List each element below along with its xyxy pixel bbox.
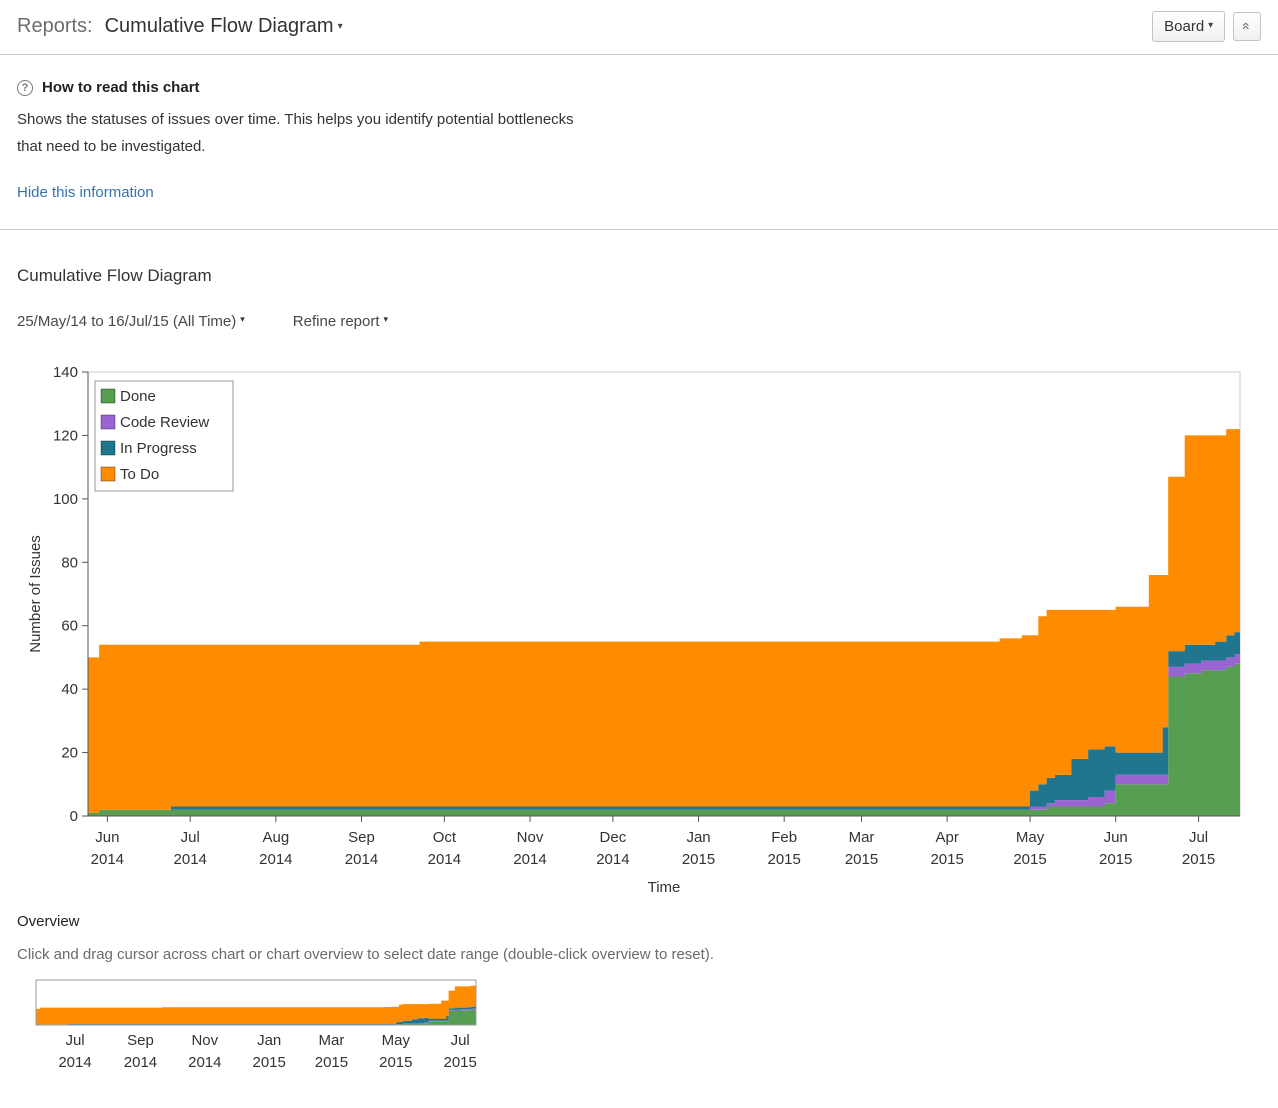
overview-chart-area: Jul 2014 Sep 2014 Nov 2014 Jan 2015 Mar 2015 May 20… (35, 979, 1278, 1075)
svg-text:2015: 2015 (767, 851, 800, 868)
svg-text:2015: 2015 (1182, 851, 1215, 868)
section-divider (0, 229, 1278, 230)
svg-text:To Do: To Do (120, 466, 159, 483)
svg-text:Nov: Nov (517, 829, 544, 846)
svg-text:Mar: Mar (319, 1032, 345, 1049)
svg-text:May: May (1016, 829, 1045, 846)
svg-text:2015: 2015 (845, 851, 878, 868)
svg-text:60: 60 (61, 618, 78, 635)
svg-text:2015: 2015 (1013, 851, 1046, 868)
svg-text:120: 120 (53, 427, 78, 444)
svg-text:Aug: Aug (263, 829, 290, 846)
svg-text:2014: 2014 (428, 851, 461, 868)
chevron-down-icon: ▾ (240, 314, 245, 324)
svg-text:2014: 2014 (124, 1054, 157, 1071)
svg-text:Mar: Mar (849, 829, 875, 846)
svg-text:2015: 2015 (930, 851, 963, 868)
chevron-down-icon: ▾ (383, 314, 389, 324)
svg-text:2015: 2015 (253, 1054, 286, 1071)
report-section-title: Cumulative Flow Diagram (17, 266, 212, 285)
report-selector[interactable]: Cumulative Flow Diagram ▾ (105, 15, 343, 38)
svg-text:2015: 2015 (1099, 851, 1132, 868)
header-bar: Reports: Cumulative Flow Diagram ▾ Board ▾… (0, 0, 1278, 55)
svg-text:Jul: Jul (65, 1032, 84, 1049)
svg-text:2014: 2014 (513, 851, 546, 868)
svg-text:Done: Done (120, 388, 156, 405)
svg-text:2014: 2014 (58, 1054, 91, 1071)
svg-text:2014: 2014 (174, 851, 207, 868)
svg-text:2015: 2015 (682, 851, 715, 868)
report-selector-label: Cumulative Flow Diagram (104, 15, 334, 37)
svg-text:Jan: Jan (686, 829, 710, 846)
overview-title: Overview (17, 913, 80, 930)
svg-text:2015: 2015 (315, 1054, 348, 1071)
report-controls: 25/May/14 to 16/Jul/15 (All Time) ▾ Refin… (0, 313, 1278, 330)
svg-text:0: 0 (70, 808, 78, 825)
svg-text:Code Review: Code Review (120, 414, 209, 431)
chevrons-up-icon: « (1239, 22, 1256, 30)
svg-text:Jan: Jan (257, 1032, 281, 1049)
svg-text:2015: 2015 (379, 1054, 412, 1071)
svg-text:2014: 2014 (188, 1054, 221, 1071)
chevron-down-icon: ▾ (1208, 20, 1214, 31)
svg-text:Nov: Nov (191, 1032, 218, 1049)
svg-text:2014: 2014 (345, 851, 378, 868)
svg-text:Time: Time (648, 879, 681, 896)
svg-text:In Progress: In Progress (120, 440, 197, 457)
howto-title: How to read this chart (42, 79, 200, 96)
refine-report-label: Refine report (292, 313, 380, 330)
how-to-read-section: ? How to read this chart Shows the statu… (0, 79, 1278, 202)
svg-text:Apr: Apr (935, 829, 958, 846)
svg-text:80: 80 (61, 554, 78, 571)
svg-text:Jul: Jul (181, 829, 200, 846)
svg-text:100: 100 (53, 491, 78, 508)
svg-text:Oct: Oct (433, 829, 457, 846)
overview-instruction: Click and drag cursor across chart or ch… (17, 946, 714, 963)
help-icon: ? (17, 79, 33, 96)
svg-text:2015: 2015 (443, 1054, 476, 1071)
svg-text:Feb: Feb (771, 829, 797, 846)
date-range-label: 25/May/14 to 16/Jul/15 (All Time) (17, 313, 237, 330)
cumulative-flow-chart-area: 0 20 40 60 80 100 120 140 Jun 2014 Jul 2014 Aug 2014 S… (0, 354, 1278, 899)
main-chart[interactable]: 0 20 40 60 80 100 120 140 Jun 2014 Jul 2014 Aug 2014 S… (0, 354, 1278, 899)
refine-report-dropdown[interactable]: Refine report ▾ (293, 313, 388, 330)
svg-text:Dec: Dec (600, 829, 627, 846)
svg-text:40: 40 (61, 681, 78, 698)
svg-text:Jun: Jun (95, 829, 119, 846)
svg-text:Number of Issues: Number of Issues (27, 535, 44, 653)
svg-text:May: May (382, 1032, 411, 1049)
svg-text:2014: 2014 (91, 851, 124, 868)
overview-chart[interactable]: Jul 2014 Sep 2014 Nov 2014 Jan 2015 Mar 2015 May 20… (35, 979, 535, 1075)
reports-label: Reports: (17, 15, 93, 37)
svg-text:Jul: Jul (451, 1032, 470, 1049)
svg-text:Jun: Jun (1104, 829, 1128, 846)
svg-text:Jul: Jul (1189, 829, 1208, 846)
board-button[interactable]: Board ▾ (1152, 11, 1226, 42)
hide-information-link[interactable]: Hide this information (17, 184, 154, 201)
chevron-down-icon: ▾ (337, 21, 343, 32)
howto-description: Shows the statuses of issues over time. … (17, 111, 574, 155)
collapse-header-button[interactable]: « (1233, 12, 1261, 41)
svg-text:Sep: Sep (348, 829, 375, 846)
svg-text:140: 140 (53, 364, 78, 381)
svg-text:20: 20 (61, 745, 78, 762)
svg-text:2014: 2014 (596, 851, 629, 868)
date-range-dropdown[interactable]: 25/May/14 to 16/Jul/15 (All Time) ▾ (17, 313, 245, 330)
board-button-label: Board (1164, 18, 1205, 35)
svg-text:Sep: Sep (127, 1032, 154, 1049)
svg-text:2014: 2014 (259, 851, 292, 868)
